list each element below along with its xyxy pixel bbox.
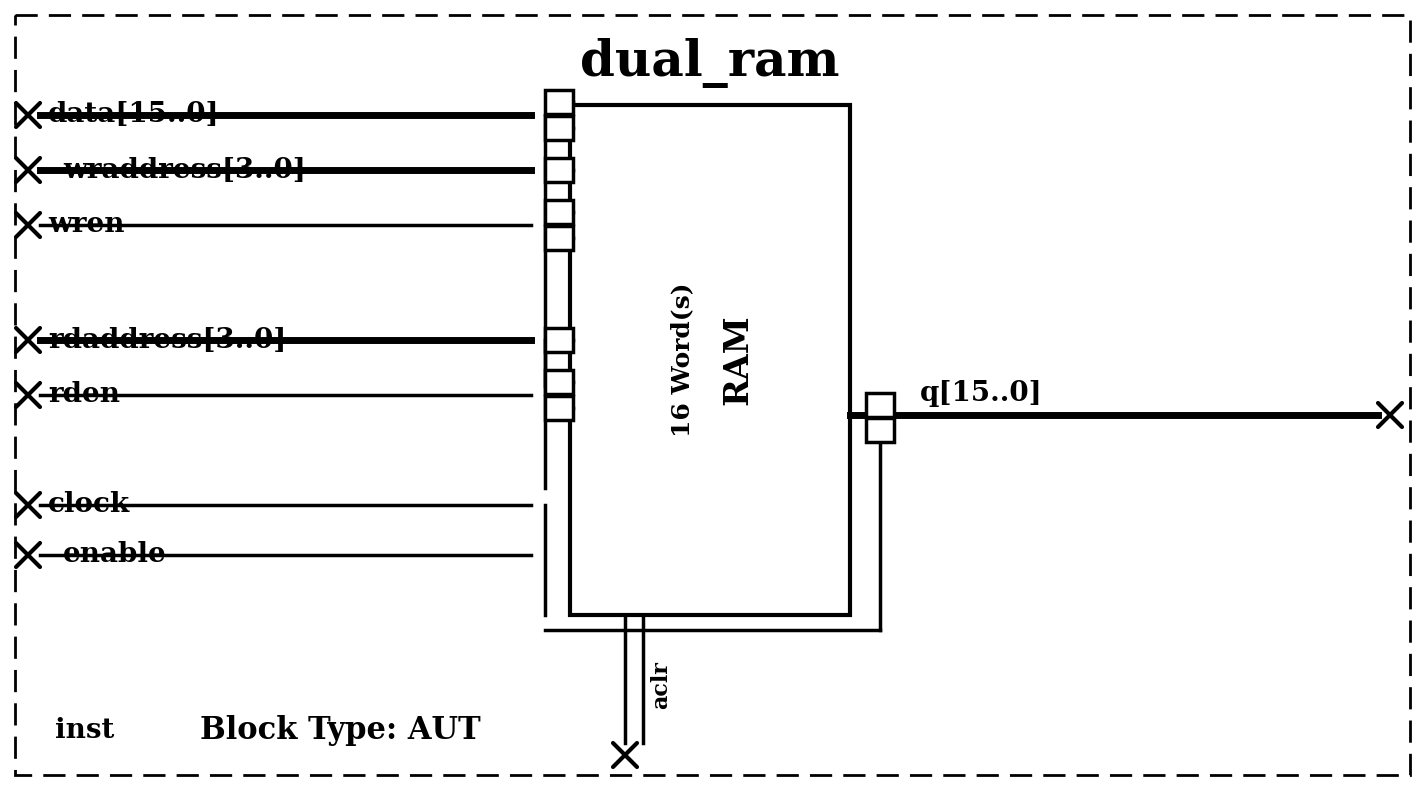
Text: wren: wren — [48, 211, 124, 238]
Bar — [544, 90, 573, 114]
Text: 16 Word(s): 16 Word(s) — [670, 283, 694, 437]
Text: Block Type: AUT: Block Type: AUT — [200, 714, 480, 745]
Bar — [570, 105, 849, 615]
Bar — [866, 393, 893, 417]
Text: aclr: aclr — [650, 661, 673, 709]
Bar — [544, 396, 573, 420]
Text: dual_ram: dual_ram — [580, 38, 839, 88]
Text: q[15..0]: q[15..0] — [921, 380, 1043, 407]
Bar — [544, 200, 573, 224]
Bar — [544, 328, 573, 352]
Text: rden: rden — [48, 382, 120, 409]
Text: clock: clock — [48, 492, 130, 519]
Text: rdaddress[3..0]: rdaddress[3..0] — [48, 326, 286, 353]
Text: wraddress[3..0]: wraddress[3..0] — [63, 157, 306, 184]
Text: RAM: RAM — [721, 314, 754, 406]
Bar — [544, 158, 573, 182]
Bar — [544, 370, 573, 394]
Text: inst: inst — [56, 717, 114, 744]
Text: enable: enable — [63, 542, 167, 569]
Text: data[15..0]: data[15..0] — [48, 101, 219, 128]
Bar — [544, 226, 573, 250]
Bar — [866, 418, 893, 442]
Bar — [544, 116, 573, 140]
